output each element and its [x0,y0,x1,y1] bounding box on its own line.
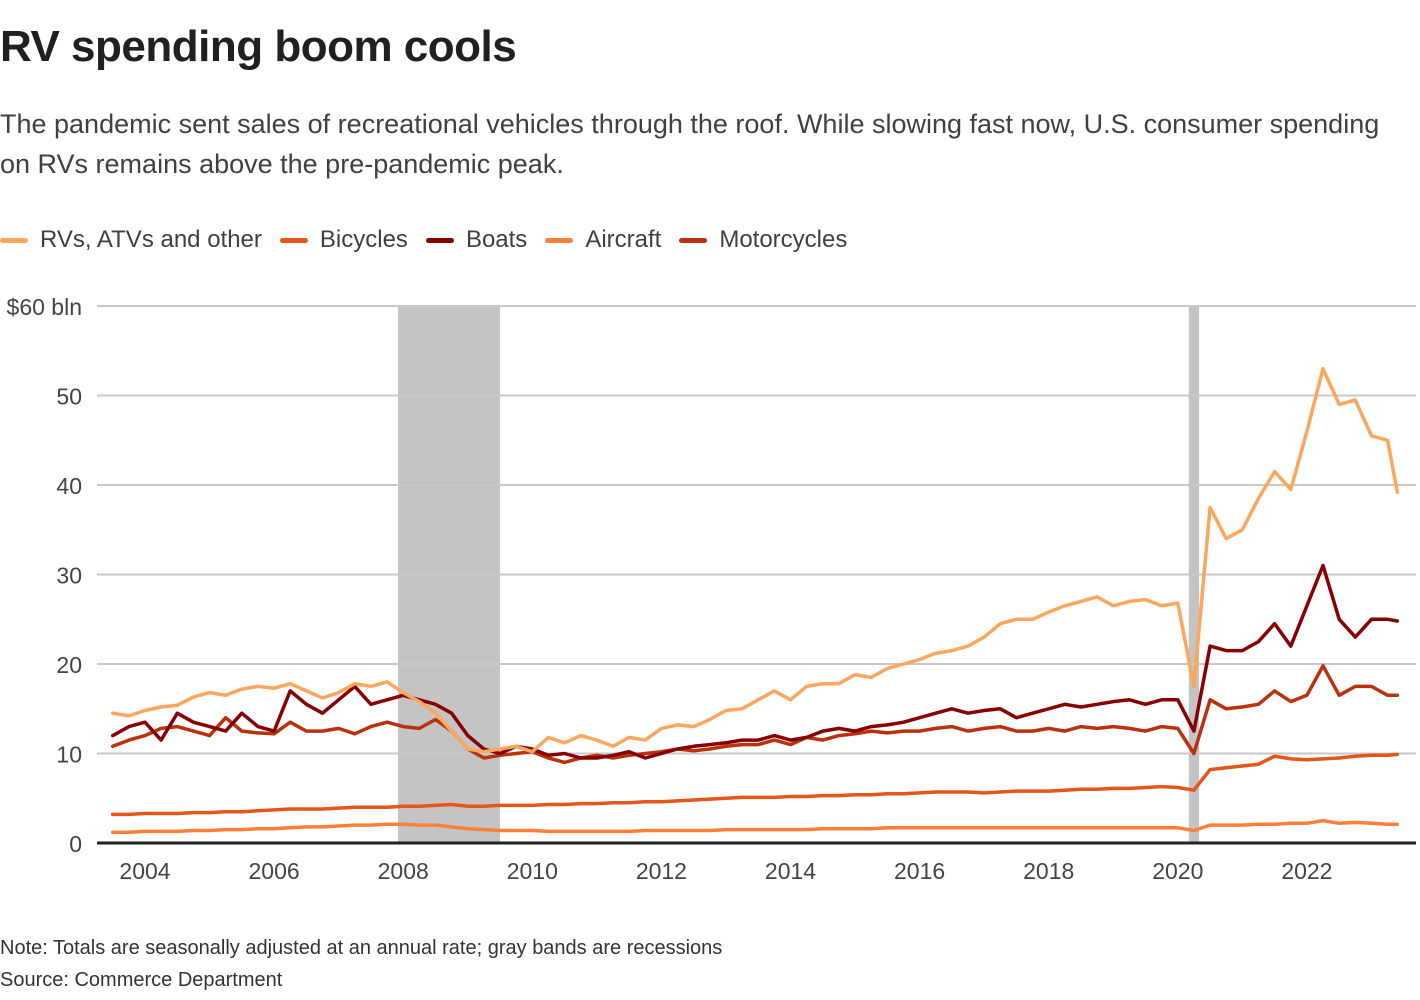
source-text: Source: Commerce Department [0,969,283,991]
legend-label-bicycles: Bicycles [319,226,408,253]
x-tick-label-2004: 2004 [119,858,170,884]
series-line-boats [110,563,1400,760]
legend-swatch-motorcycles [679,237,708,243]
chart-title: RV spending boom cools [0,22,517,71]
series-line-aircraft [110,818,1400,835]
x-tick-label-2012: 2012 [636,858,687,884]
x-tick-label-2020: 2020 [1152,858,1203,884]
legend-item-motorcycles: Motorcycles [679,226,847,254]
series-line-bicycles [110,752,1400,817]
y-tick-label-50: 50 [56,384,82,410]
x-tick-label-2010: 2010 [507,858,558,884]
legend-label-aircraft: Aircraft [585,226,662,253]
series-line-rvs-atvs-and-other [110,366,1400,754]
chart-subtitle: The pandemic sent sales of recreational … [0,109,1380,179]
legend: RVs, ATVs and other Bicycles Boats Aircr… [0,226,865,254]
legend-item-rvs: RVs, ATVs and other [0,226,262,254]
x-tick-label-2006: 2006 [249,858,300,884]
series-lines [110,366,1400,835]
x-tick-label-2018: 2018 [1023,858,1074,884]
legend-item-bicycles: Bicycles [279,226,408,254]
legend-swatch-aircraft [545,237,574,243]
x-tick-label-2008: 2008 [378,858,429,884]
x-axis-labels: 2004 2006 2008 2010 2012 2014 2016 2018 2020 2022 [119,858,1332,884]
legend-label-rvs: RVs, ATVs and other [40,226,262,253]
y-tick-label-10: 10 [56,742,82,768]
legend-label-boats: Boats [465,226,528,253]
y-tick-label-60: $60 bln [7,294,82,320]
legend-item-aircraft: Aircraft [545,226,661,254]
legend-swatch-rvs [0,237,28,243]
x-tick-label-2022: 2022 [1281,858,1332,884]
note-text: Note: Totals are seasonally adjusted at … [0,937,723,959]
y-tick-label-20: 20 [56,652,82,678]
notes: Note: Totals are seasonally adjusted at … [0,932,722,996]
y-tick-label-30: 30 [56,563,82,589]
series-line-motorcycles [110,664,1400,765]
x-tick-label-2016: 2016 [894,858,945,884]
y-tick-label-40: 40 [56,473,82,499]
y-tick-label-0: 0 [69,831,82,857]
legend-label-motorcycles: Motorcycles [719,226,848,253]
y-axis-labels: 0 10 20 30 40 50 $60 bln [7,294,82,857]
legend-item-boats: Boats [425,226,528,254]
x-tick-label-2014: 2014 [765,858,816,884]
legend-swatch-bicycles [279,237,308,243]
legend-swatch-boats [425,237,454,243]
